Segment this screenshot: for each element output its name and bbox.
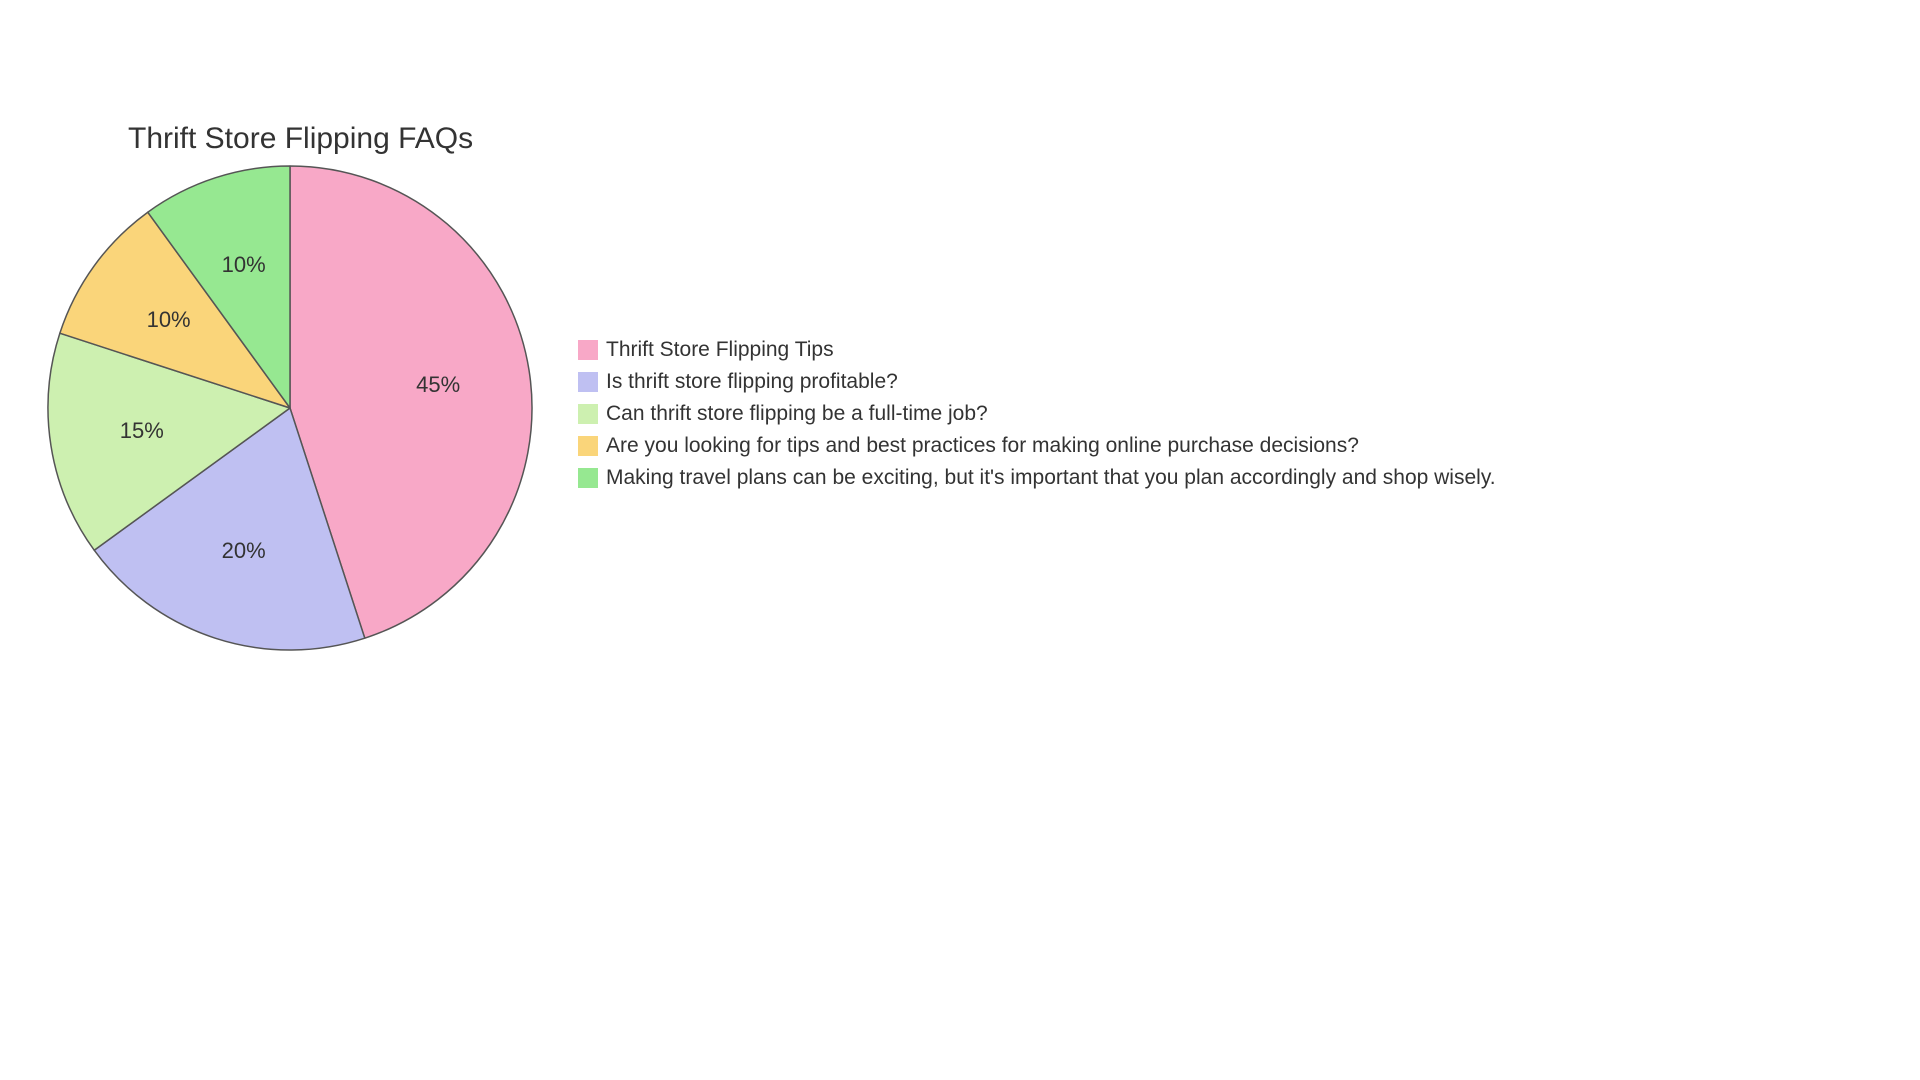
- legend-label: Making travel plans can be exciting, but…: [606, 466, 1496, 490]
- legend-swatch: [578, 468, 598, 488]
- legend-item: Are you looking for tips and best practi…: [578, 434, 1496, 458]
- slice-label: 45%: [416, 372, 460, 398]
- legend-swatch: [578, 404, 598, 424]
- legend-label: Are you looking for tips and best practi…: [606, 434, 1359, 458]
- slice-label: 15%: [120, 418, 164, 444]
- page-root: Thrift Store Flipping FAQs 45% 20% 15% 10% 1…: [0, 0, 1920, 1080]
- pie-svg: [46, 164, 534, 652]
- legend-item: Making travel plans can be exciting, but…: [578, 466, 1496, 490]
- slice-label: 10%: [147, 307, 191, 333]
- legend-label: Can thrift store flipping be a full-time…: [606, 402, 988, 426]
- legend: Thrift Store Flipping Tips Is thrift stor…: [578, 338, 1496, 490]
- legend-swatch: [578, 436, 598, 456]
- chart-title: Thrift Store Flipping FAQs: [128, 122, 473, 156]
- legend-label: Thrift Store Flipping Tips: [606, 338, 834, 362]
- legend-swatch: [578, 372, 598, 392]
- slice-label: 20%: [222, 538, 266, 564]
- legend-label: Is thrift store flipping profitable?: [606, 370, 898, 394]
- legend-swatch: [578, 340, 598, 360]
- pie-chart: 45% 20% 15% 10% 10%: [46, 164, 534, 652]
- legend-item: Is thrift store flipping profitable?: [578, 370, 1496, 394]
- slice-label: 10%: [222, 252, 266, 278]
- legend-item: Thrift Store Flipping Tips: [578, 338, 1496, 362]
- legend-item: Can thrift store flipping be a full-time…: [578, 402, 1496, 426]
